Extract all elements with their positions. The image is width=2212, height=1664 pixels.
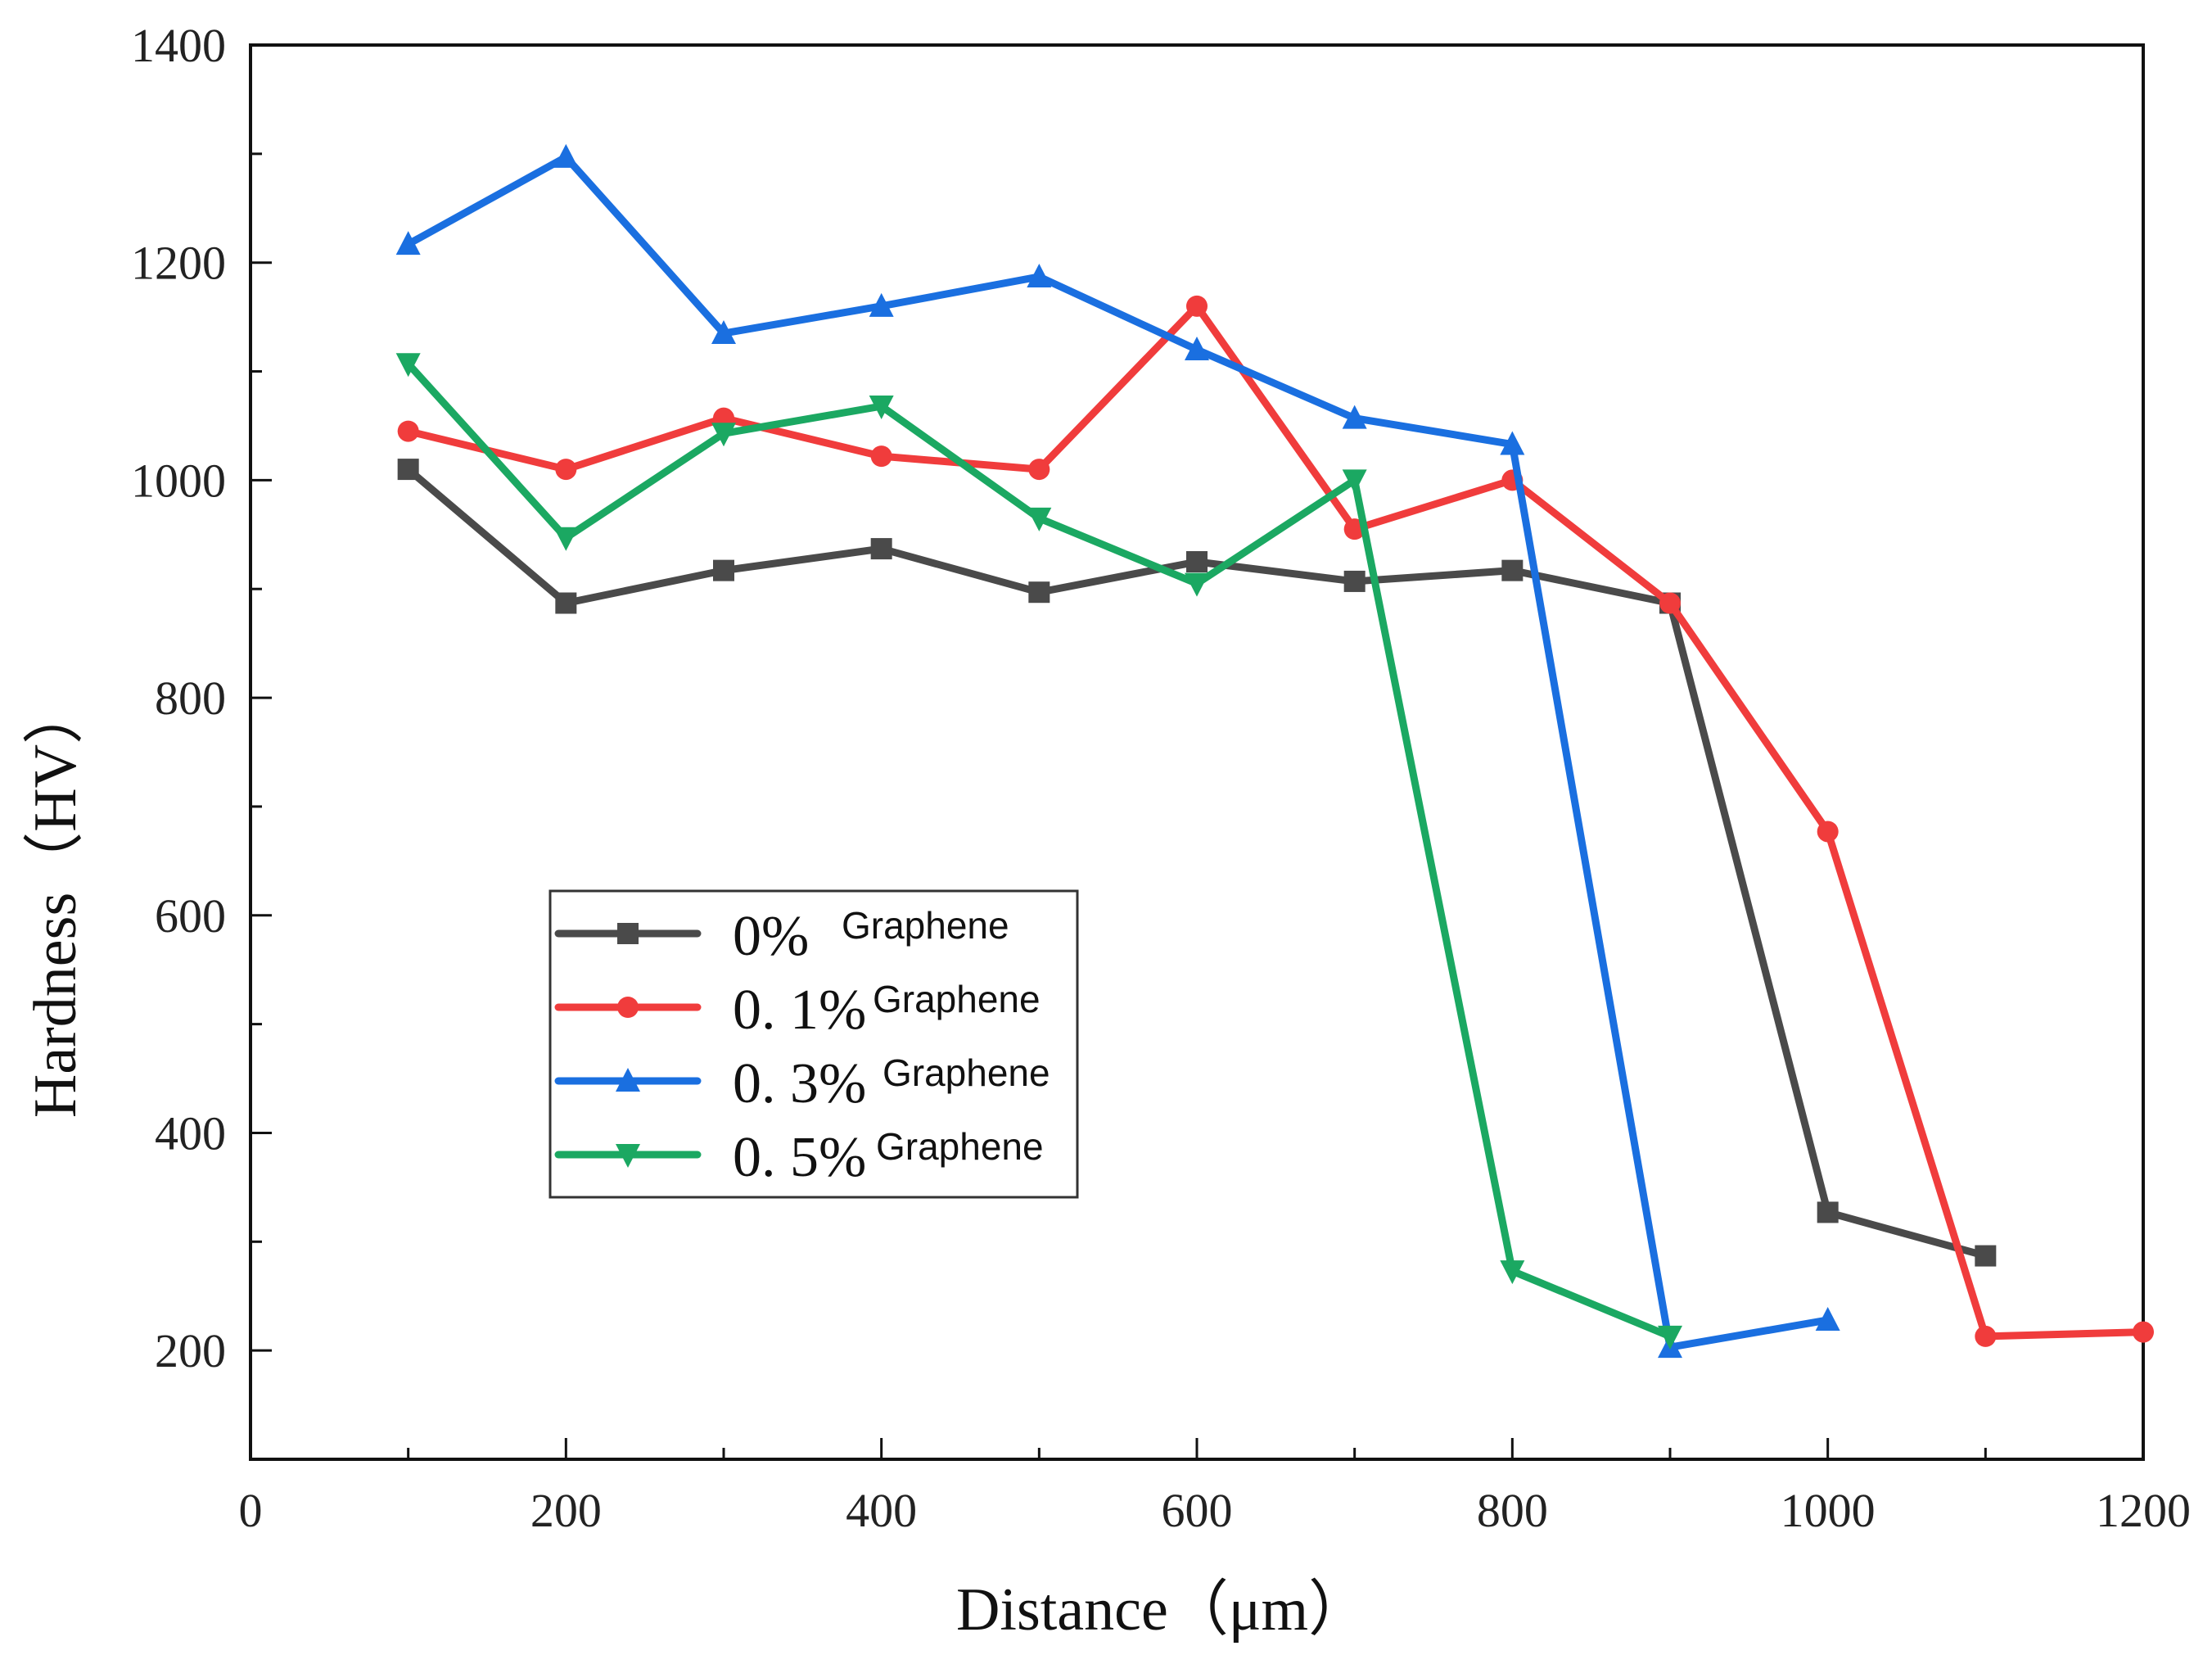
x-tick-label: 400 (846, 1484, 917, 1537)
data-point (1027, 507, 1052, 531)
x-axis-ticks: 0 200 400 600 800 1000 1200 (239, 1438, 2191, 1537)
data-point (711, 320, 736, 345)
legend-swatch-marker (616, 1068, 640, 1092)
data-point (1342, 469, 1367, 494)
x-tick-label: 0 (239, 1484, 263, 1537)
legend-pct-label: 0. 5% (733, 1126, 866, 1189)
data-point (1817, 1201, 1839, 1223)
x-tick-label: 1200 (2096, 1484, 2191, 1537)
data-point (1185, 572, 1209, 597)
y-tick-label: 800 (155, 671, 226, 725)
y-tick-label: 200 (155, 1324, 226, 1377)
y-tick-label: 1200 (131, 237, 226, 290)
data-point (870, 538, 892, 560)
legend-entry: 0. 3% Graphene (554, 1051, 1050, 1115)
data-point (555, 459, 577, 481)
legend-swatch-marker (616, 1144, 640, 1168)
x-tick-label: 800 (1477, 1484, 1548, 1537)
data-point (1658, 1325, 1682, 1350)
data-point (713, 559, 734, 581)
data-point (1186, 551, 1208, 573)
legend-word-label: Graphene (873, 978, 1041, 1020)
data-point (2133, 1321, 2154, 1343)
y-tick-label: 600 (155, 889, 226, 943)
data-point (555, 592, 577, 614)
data-point (1186, 295, 1208, 317)
data-point (869, 292, 894, 317)
series-line (404, 302, 2147, 1341)
legend-word-label: Graphene (883, 1051, 1050, 1094)
data-point (553, 143, 579, 168)
legend-entry: 0. 1% Graphene (554, 978, 1041, 1042)
y-axis-title: Hardness（HV） (22, 684, 89, 1118)
data-point (1500, 431, 1525, 455)
legend-pct-label: 0. 1% (733, 979, 866, 1042)
data-point (1028, 581, 1050, 604)
legend-entry: 0% Graphene (554, 904, 1009, 968)
data-point (1501, 559, 1524, 581)
legend-word-label: Graphene (842, 904, 1009, 947)
series-2 (395, 143, 1840, 1359)
data-point (870, 445, 892, 468)
data-point (1028, 459, 1050, 481)
legend-swatch-marker (617, 923, 639, 944)
y-axis-ticks: 200 400 600 800 1000 1200 1400 (131, 19, 272, 1377)
x-tick-label: 200 (530, 1484, 602, 1537)
data-point (1815, 1306, 1840, 1331)
legend-entry: 0. 5% Graphene (554, 1125, 1044, 1189)
data-point (553, 527, 579, 551)
data-point (869, 396, 894, 420)
data-point (395, 231, 421, 255)
legend-word-label: Graphene (876, 1125, 1044, 1168)
x-tick-label: 600 (1162, 1484, 1233, 1537)
series-line (404, 153, 1832, 1351)
x-axis-title: Distance（μm） (956, 1576, 1369, 1644)
data-point (711, 423, 736, 447)
data-point (1343, 570, 1366, 592)
plot-frame (249, 43, 2145, 1461)
data-point (397, 420, 419, 442)
y-tick-label: 1000 (131, 454, 226, 507)
series-layer (395, 143, 2154, 1359)
data-point (1659, 592, 1681, 614)
data-point (397, 459, 419, 481)
data-point (1975, 1325, 1997, 1347)
data-point (395, 353, 421, 378)
y-tick-label: 400 (155, 1106, 226, 1160)
legend-pct-label: 0% (733, 905, 809, 968)
data-point (1027, 263, 1052, 287)
data-point (1500, 1260, 1525, 1285)
legend-swatch-marker (617, 997, 639, 1018)
data-point (1185, 336, 1209, 360)
data-point (1342, 405, 1367, 429)
legend-pct-label: 0. 3% (733, 1052, 866, 1115)
data-point (1817, 821, 1839, 843)
y-tick-label: 1400 (131, 19, 226, 72)
x-tick-label: 1000 (1781, 1484, 1876, 1537)
data-point (1975, 1245, 1997, 1267)
series-3 (395, 353, 1682, 1350)
